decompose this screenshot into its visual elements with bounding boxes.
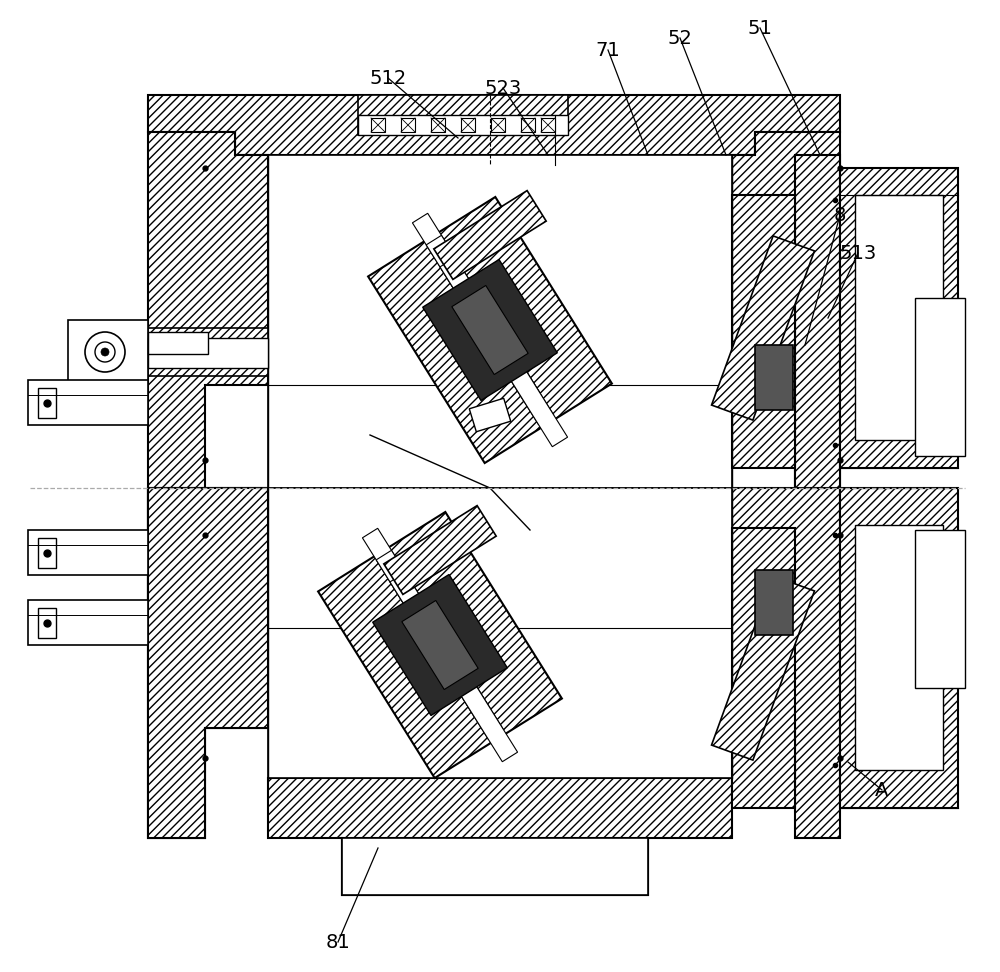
Bar bbox=[401, 118, 415, 132]
Polygon shape bbox=[404, 595, 504, 740]
Polygon shape bbox=[368, 197, 612, 463]
Bar bbox=[268, 488, 732, 778]
Polygon shape bbox=[795, 155, 840, 488]
Polygon shape bbox=[390, 573, 490, 717]
Text: 512: 512 bbox=[369, 68, 407, 87]
Polygon shape bbox=[732, 132, 840, 488]
Text: 513: 513 bbox=[839, 244, 877, 262]
Circle shape bbox=[101, 348, 109, 356]
Polygon shape bbox=[469, 399, 511, 432]
Bar bbox=[358, 115, 568, 135]
Bar bbox=[855, 525, 943, 770]
Polygon shape bbox=[148, 488, 268, 838]
Bar bbox=[38, 608, 56, 638]
Polygon shape bbox=[148, 488, 268, 838]
Circle shape bbox=[95, 342, 115, 362]
Bar bbox=[342, 838, 648, 895]
Bar bbox=[521, 118, 535, 132]
Bar bbox=[148, 332, 208, 354]
Polygon shape bbox=[318, 512, 562, 778]
Bar bbox=[148, 338, 268, 368]
Bar bbox=[915, 530, 965, 688]
Polygon shape bbox=[440, 258, 540, 402]
Polygon shape bbox=[376, 550, 476, 696]
Polygon shape bbox=[712, 236, 814, 420]
Text: 81: 81 bbox=[326, 932, 350, 952]
Polygon shape bbox=[423, 260, 557, 400]
Text: 8: 8 bbox=[834, 205, 846, 225]
Polygon shape bbox=[426, 235, 526, 381]
Polygon shape bbox=[418, 616, 518, 762]
Polygon shape bbox=[384, 505, 496, 595]
Bar bbox=[28, 530, 148, 575]
Polygon shape bbox=[732, 528, 795, 808]
Polygon shape bbox=[755, 570, 793, 635]
Bar bbox=[68, 320, 148, 385]
Bar bbox=[915, 298, 965, 456]
Polygon shape bbox=[148, 95, 840, 155]
Text: 52: 52 bbox=[668, 28, 692, 48]
Polygon shape bbox=[468, 301, 568, 447]
Bar bbox=[431, 118, 445, 132]
Polygon shape bbox=[412, 213, 512, 359]
Bar bbox=[541, 118, 555, 132]
Text: 71: 71 bbox=[596, 41, 620, 59]
Text: 523: 523 bbox=[484, 79, 522, 97]
Polygon shape bbox=[732, 195, 795, 468]
Polygon shape bbox=[402, 601, 478, 689]
Polygon shape bbox=[268, 778, 732, 895]
Bar bbox=[371, 118, 385, 132]
Polygon shape bbox=[840, 488, 958, 808]
Bar bbox=[358, 95, 568, 135]
Polygon shape bbox=[712, 575, 814, 760]
Polygon shape bbox=[373, 574, 507, 715]
Bar bbox=[28, 600, 148, 645]
Polygon shape bbox=[454, 279, 554, 425]
Bar bbox=[38, 388, 56, 418]
Polygon shape bbox=[362, 529, 462, 674]
Polygon shape bbox=[452, 286, 528, 374]
Bar bbox=[38, 538, 56, 568]
Polygon shape bbox=[148, 132, 268, 488]
Bar bbox=[268, 155, 732, 488]
Polygon shape bbox=[840, 168, 958, 468]
Polygon shape bbox=[755, 345, 793, 410]
Text: 51: 51 bbox=[748, 18, 772, 38]
Text: A: A bbox=[875, 781, 889, 800]
Bar bbox=[461, 118, 475, 132]
Bar bbox=[855, 195, 943, 440]
Bar bbox=[28, 380, 148, 425]
Polygon shape bbox=[732, 488, 840, 838]
Polygon shape bbox=[342, 838, 648, 895]
Bar bbox=[148, 328, 268, 376]
Bar bbox=[491, 118, 505, 132]
Polygon shape bbox=[434, 191, 546, 279]
Circle shape bbox=[85, 332, 125, 372]
